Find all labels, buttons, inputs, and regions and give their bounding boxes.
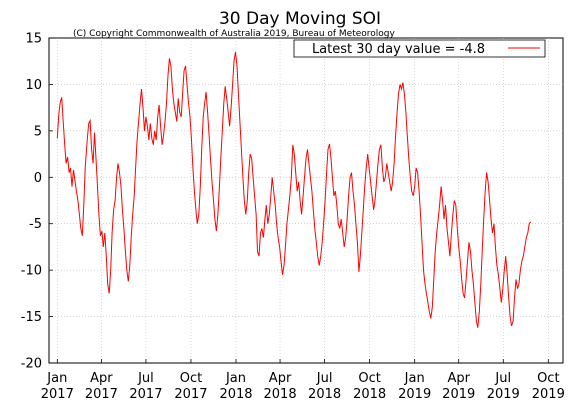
y-tick-label: 10 (25, 78, 42, 93)
chart-subtitle: (C) Copyright Commonwealth of Australia … (73, 29, 396, 39)
x-tick-year-label: 2019 (487, 387, 520, 402)
legend-label: Latest 30 day value = -4.8 (312, 42, 485, 57)
x-tick-year-label: 2018 (308, 387, 341, 402)
x-tick-month-label: Jul (494, 371, 511, 386)
x-tick-month-label: Jan (225, 371, 246, 386)
y-tick-label: -5 (29, 217, 42, 232)
y-tick-label: -15 (21, 310, 42, 325)
x-tick-year-label: 2019 (532, 387, 565, 402)
x-tick-year-label: 2017 (174, 387, 207, 402)
x-tick-year-label: 2018 (264, 387, 297, 402)
grid (49, 38, 563, 363)
x-tick-month-label: Apr (269, 371, 292, 386)
x-tick-month-label: Apr (90, 371, 113, 386)
legend-box (293, 39, 546, 58)
x-tick-year-label: 2019 (398, 387, 431, 402)
chart-title: 30 Day Moving SOI (219, 9, 381, 29)
x-tick-year-label: 2017 (129, 387, 162, 402)
y-tick-label: 5 (34, 124, 42, 139)
x-tick-year-label: 2019 (442, 387, 475, 402)
x-axis: Jan2017Apr2017Jul2017Oct2017Jan2018Apr20… (41, 359, 565, 402)
soi-series-line (56, 51, 532, 328)
x-tick-month-label: Jan (404, 371, 425, 386)
x-tick-year-label: 2017 (41, 387, 74, 402)
x-tick-month-label: Oct (358, 371, 380, 386)
x-tick-year-label: 2018 (219, 387, 252, 402)
y-axis: -20 -15 -10 -5 0 5 10 15 (21, 32, 53, 372)
y-tick-label: 15 (25, 32, 42, 47)
plot-area (48, 37, 564, 364)
y-tick-label: -10 (21, 264, 42, 279)
x-tick-month-label: Jul (137, 371, 154, 386)
x-tick-month-label: Apr (447, 371, 470, 386)
x-tick-month-label: Oct (537, 371, 559, 386)
x-tick-month-label: Jan (46, 371, 67, 386)
legend: Latest 30 day value = -4.8 (293, 39, 546, 58)
x-tick-year-label: 2017 (85, 387, 118, 402)
x-tick-month-label: Oct (180, 371, 202, 386)
x-tick-month-label: Jul (316, 371, 333, 386)
x-tick-year-label: 2018 (353, 387, 386, 402)
y-tick-label: 0 (34, 171, 42, 186)
y-tick-label: -20 (21, 357, 42, 372)
